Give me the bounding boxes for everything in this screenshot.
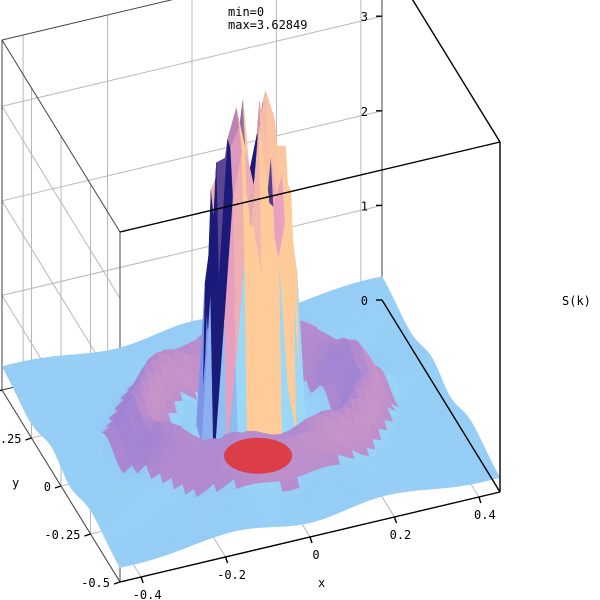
- surface-patch: [258, 126, 271, 274]
- min-readout: min=0: [228, 5, 264, 19]
- tick-label: 2: [361, 105, 368, 119]
- tick-mark: [478, 496, 482, 504]
- tick-label: 0.25: [0, 432, 22, 446]
- tick-mark: [25, 437, 32, 441]
- tick-mark: [54, 485, 62, 489]
- tick-label: -0.4: [133, 588, 162, 600]
- tick-mark: [84, 533, 91, 537]
- tick-label: 0: [44, 480, 51, 494]
- grid-line: [1, 110, 383, 202]
- box-edge-front: [411, 0, 501, 143]
- tick-mark: [309, 536, 313, 544]
- box-edge: [1, 39, 121, 233]
- tick-mark: [140, 576, 144, 584]
- tick-label: -0.25: [44, 528, 80, 542]
- tick-mark: [0, 389, 3, 392]
- tick-label: 1: [361, 199, 368, 213]
- max-readout: max=3.62849: [228, 18, 307, 32]
- grid-line: [1, 15, 383, 107]
- tick-mark: [224, 556, 229, 564]
- tick-label: -0.2: [217, 568, 246, 582]
- surface: [1, 90, 501, 568]
- tick-label: -0.5: [81, 576, 110, 590]
- box-edge-front: [119, 141, 501, 233]
- box-edge-front: [381, 299, 501, 493]
- tick-label: 0: [361, 294, 368, 308]
- box-edge: [1, 0, 174, 41]
- grid-line: [1, 204, 383, 296]
- tick-label: 0: [312, 548, 319, 562]
- x-axis-label: x: [318, 576, 325, 590]
- tick-mark: [393, 516, 398, 524]
- tick-label: 0.2: [390, 528, 412, 542]
- tick-mark: [113, 581, 121, 585]
- y-axis-label: y: [12, 476, 19, 490]
- grid-line: [1, 105, 121, 299]
- tick-label: 3: [361, 10, 368, 24]
- z-axis-label: S(k): [562, 294, 591, 308]
- tick-label: 0.4: [474, 508, 496, 522]
- surface-underside: [224, 437, 293, 474]
